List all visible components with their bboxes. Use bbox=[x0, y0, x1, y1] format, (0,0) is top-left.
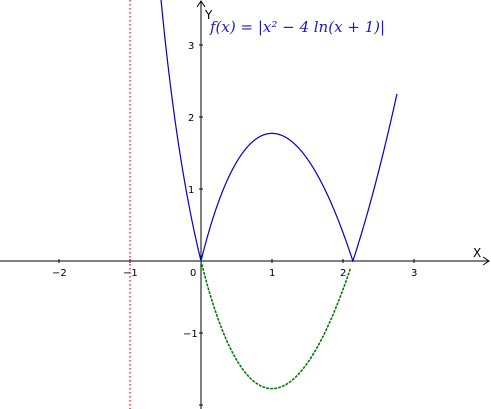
y-tick-label: 1 bbox=[188, 185, 194, 196]
abs-curve bbox=[160, 0, 398, 263]
x-tick-label: 3 bbox=[411, 268, 417, 279]
x-tick-label: 2 bbox=[340, 268, 346, 279]
ticks: −2−10123321−1 bbox=[52, 41, 417, 406]
y-axis-label: Y bbox=[204, 8, 213, 22]
negative-curve bbox=[200, 260, 351, 390]
curves bbox=[129, 0, 398, 409]
x-axis-label: X bbox=[473, 246, 481, 260]
x-axis-arrow bbox=[482, 256, 490, 266]
y-tick-label: −1 bbox=[183, 329, 198, 340]
x-tick-label: −2 bbox=[52, 268, 67, 279]
y-tick-label: 2 bbox=[188, 113, 194, 124]
y-axis-arrow bbox=[196, 0, 206, 8]
function-label: f(x) = |x² − 4 ln(x + 1)| bbox=[210, 18, 386, 36]
y-tick-label: 3 bbox=[188, 41, 194, 52]
x-tick-label: 0 bbox=[190, 268, 196, 279]
x-tick-label: 1 bbox=[269, 268, 275, 279]
